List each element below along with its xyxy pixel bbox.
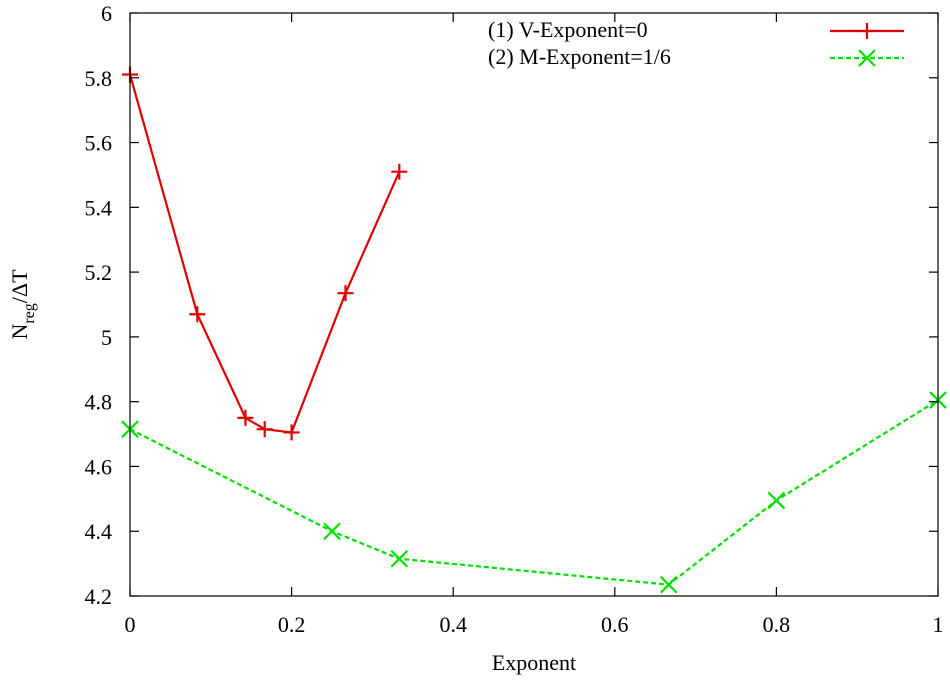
tick-labels-layer: 0 0.2 0.4 0.6 0.8 1 4.2 4.4 4.6 4.8 5 5.2 5.4 5.6 5.8 6 xyxy=(85,1,944,637)
legend-sample-marker xyxy=(859,23,875,39)
y-tick-label: 6 xyxy=(101,1,112,26)
series-2-line xyxy=(129,399,939,586)
series-2-point xyxy=(390,549,409,568)
legend-sample-series-1 xyxy=(830,23,904,39)
marker-stroke xyxy=(659,575,678,594)
legend-samples xyxy=(830,23,904,67)
legend: (1) V-Exponent=0 (2) M-Exponent=1/6 xyxy=(488,17,904,69)
x-tick-label: 0.2 xyxy=(278,612,306,637)
marker-stroke xyxy=(858,49,876,67)
y-tick-label: 4.8 xyxy=(85,390,113,415)
y-tick-label: 5.4 xyxy=(85,195,113,220)
x-tick-label: 0.4 xyxy=(439,612,467,637)
legend-label-series-2: (2) M-Exponent=1/6 xyxy=(488,44,671,69)
series-1-point xyxy=(256,421,273,438)
x-tick-label: 1 xyxy=(933,612,944,637)
series-2-point xyxy=(767,491,786,510)
marker-stroke xyxy=(767,491,786,510)
y-axis-title-suffix: /ΔT xyxy=(7,269,32,303)
series-1-point xyxy=(337,285,354,302)
y-tick-label: 4.4 xyxy=(85,519,113,544)
x-tick-label: 0.6 xyxy=(601,612,629,637)
plot-frame xyxy=(129,12,939,597)
legend-label-series-1: (1) V-Exponent=0 xyxy=(488,17,648,42)
y-axis-title-subscript: reg xyxy=(21,303,38,323)
series-1-point xyxy=(391,163,408,180)
x-tick-label: 0 xyxy=(125,612,136,637)
y-tick-label: 5.6 xyxy=(85,131,113,156)
series-2-point xyxy=(659,575,678,594)
series-2-point xyxy=(323,522,341,541)
y-axis-title: Nreg/ΔT xyxy=(7,269,38,340)
series-1-point xyxy=(283,424,300,441)
y-tick-label: 5.2 xyxy=(85,260,113,285)
y-tick-label: 5 xyxy=(101,325,112,350)
x-axis-title: Exponent xyxy=(492,650,576,675)
y-tick-label: 4.2 xyxy=(85,584,113,609)
marker-stroke xyxy=(390,549,409,568)
series-1 xyxy=(122,66,408,441)
legend-sample-marker xyxy=(858,49,876,67)
legend-sample-series-2 xyxy=(830,49,904,67)
marker-stroke xyxy=(323,522,341,541)
series-1-point xyxy=(237,409,254,426)
y-tick-label: 4.6 xyxy=(85,454,113,479)
y-tick-label: 5.8 xyxy=(85,66,113,91)
y-axis-title-base: N xyxy=(7,324,32,340)
series-1-point xyxy=(189,306,206,323)
ticks-layer xyxy=(129,12,939,597)
x-tick-label: 0.8 xyxy=(763,612,791,637)
